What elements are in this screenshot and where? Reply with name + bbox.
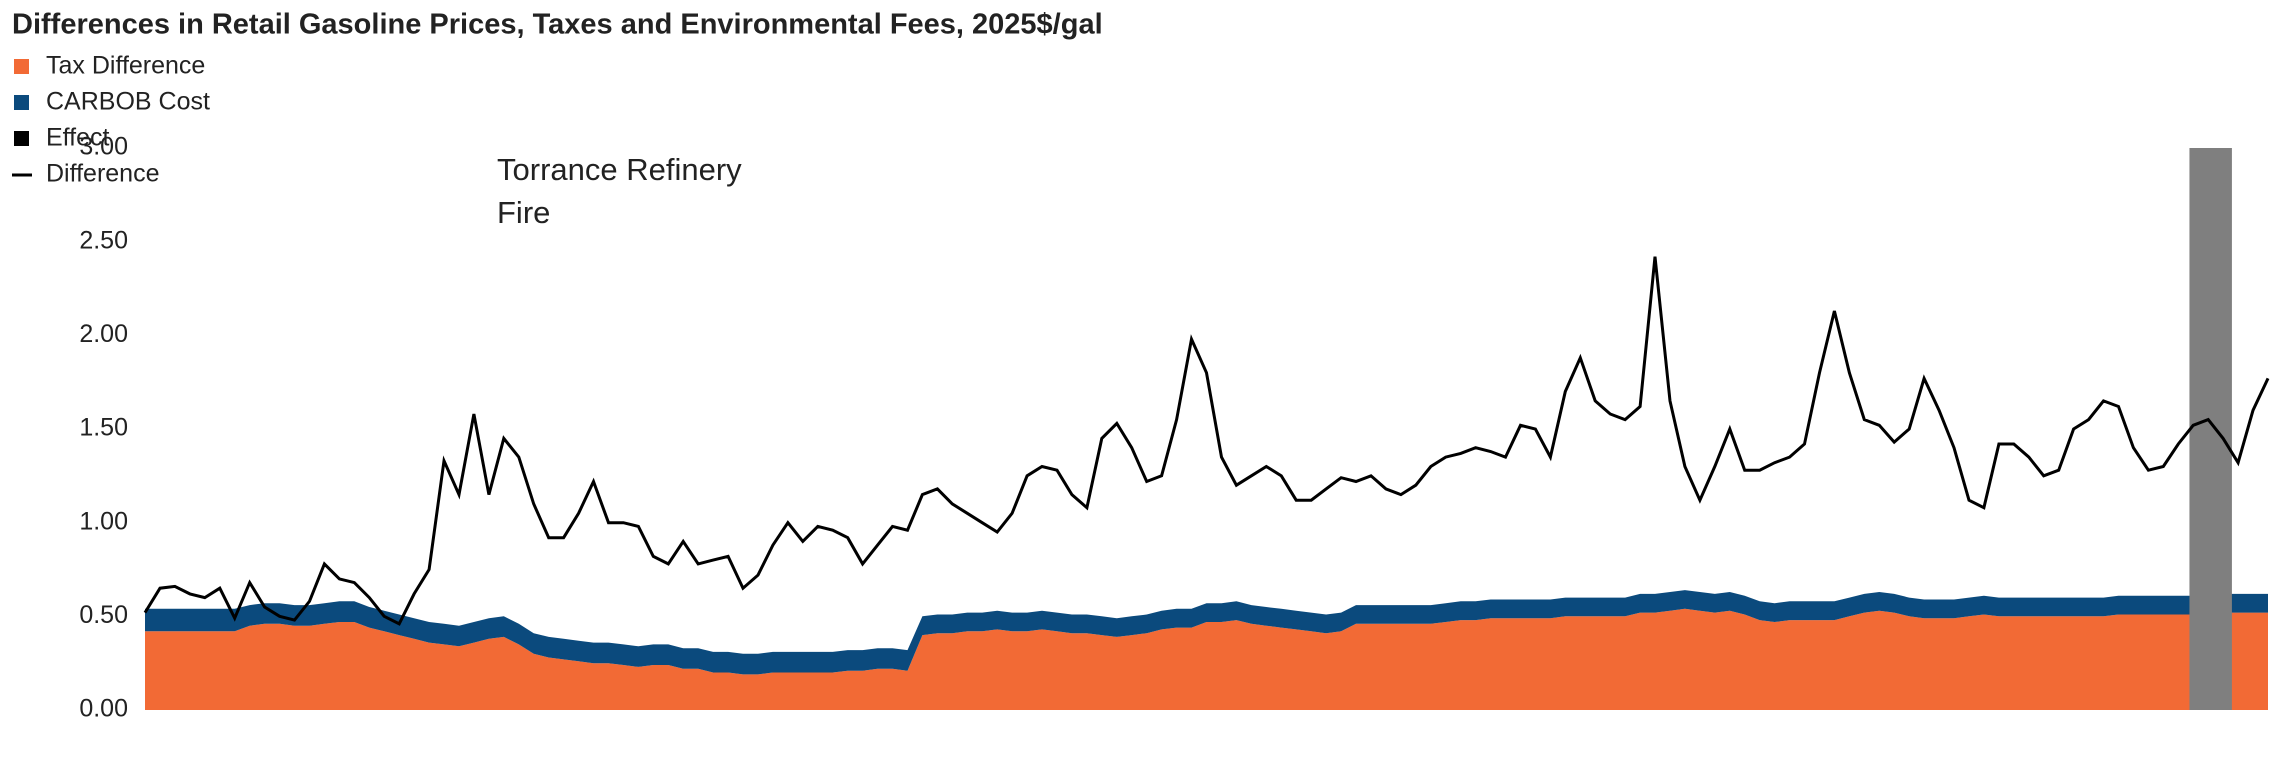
highlight-band [2189,148,2232,710]
legend-swatch [14,59,29,74]
y-tick-label: 0.00 [79,695,128,723]
legend-label: Effect [46,124,110,152]
legend-label: Tax Difference [46,52,205,80]
legend-swatch [14,131,29,146]
y-tick-label: 3.00 [79,133,128,161]
y-tick-label: 1.00 [79,507,128,535]
chart-title: Differences in Retail Gasoline Prices, T… [12,9,1103,41]
annotation: Torrance Refinery [497,152,742,187]
y-tick-label: 1.50 [79,414,128,442]
line [143,256,2270,626]
y-tick-label: 0.50 [79,601,128,629]
annotation: Fire [497,195,550,230]
area [145,608,2268,710]
legend-swatch [14,95,29,110]
area [145,590,2268,675]
legend-label: CARBOB Cost [46,88,210,116]
y-tick-label: 2.00 [79,320,128,348]
legend-label: Difference [46,160,160,188]
y-tick-label: 2.50 [79,226,128,254]
